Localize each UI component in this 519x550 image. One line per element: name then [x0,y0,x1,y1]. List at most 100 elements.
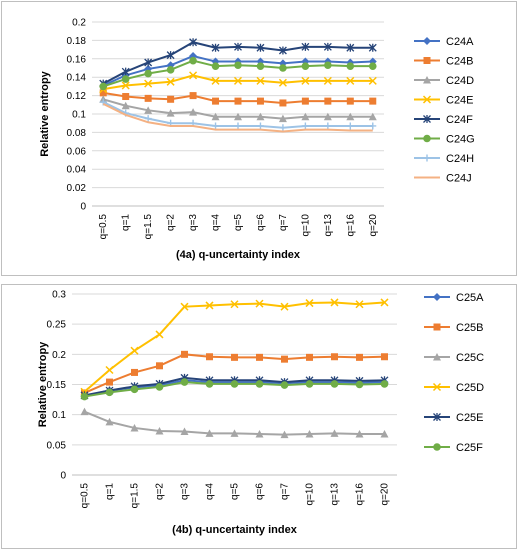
data-point [369,97,377,105]
data-point [189,108,198,116]
data-point [380,380,389,388]
data-point [80,407,89,416]
data-point [122,93,130,101]
data-point [256,43,265,52]
x-tick-label: q=13 [330,483,341,506]
y-tick-label: 0 [80,202,86,213]
series-c24g [99,56,377,91]
series-line [102,102,373,133]
legend-marker [423,134,431,143]
series-c24f [99,38,377,88]
data-point [255,380,264,388]
x-tick-label: q=10 [300,214,311,237]
legend-marker [423,37,431,45]
data-point [144,94,152,102]
series-c24d [99,95,377,123]
y-tick-label: 0.04 [67,165,87,176]
y-axis-title: Relative entropy [37,341,49,427]
x-tick-label: q=5 [233,214,244,231]
data-point [121,75,130,83]
data-point [256,97,264,105]
data-point [256,76,265,85]
chart-panel-4a: 0 0.02 0.04 0.06 0.08 0.1 0.12 0.14 0.16 0.18 0.2 q… [1,1,517,276]
data-point [189,56,197,65]
data-point [301,122,309,130]
legend-marker [433,293,441,301]
legend-item: C24E [414,95,474,107]
x-tick-label: q=0.5 [80,483,91,509]
data-point [144,106,153,114]
data-point [324,97,332,105]
data-point [234,42,242,51]
data-point [230,300,239,309]
data-point [280,302,289,311]
series-c25d [80,298,389,396]
data-point [189,92,197,100]
y-tick-label: 0.3 [52,290,66,301]
x-tick-label: q=16 [355,483,366,506]
data-point [105,365,114,375]
data-point [206,353,213,361]
data-point [211,112,220,121]
x-tick-label: q=4 [205,483,216,500]
x-tick-label: q=1.5 [130,483,141,509]
y-tick-label: 0.1 [52,410,66,421]
series-c24e [99,71,377,94]
data-point [256,62,265,70]
legend-item: C24G [414,134,475,146]
data-point [301,42,310,51]
y-tick-label: 0.08 [67,128,87,139]
data-point [205,429,214,437]
legend-marker [433,443,441,451]
data-point [99,82,108,91]
data-point [166,66,175,74]
x-tick-label: q=0.5 [98,214,109,240]
legend-item: C24F [414,114,473,126]
data-point [381,353,388,361]
y-tick-label: 0 [60,471,66,482]
data-point [369,122,377,130]
data-point [121,101,130,110]
data-point [330,298,339,307]
data-point [205,380,214,388]
series-c24b [99,89,377,107]
y-tick-label: 0.18 [67,36,87,47]
y-tick-label: 0.14 [67,73,87,84]
data-point [355,300,364,309]
data-point [233,76,243,85]
data-point [305,299,314,308]
data-point [323,112,332,121]
y-tick-label: 0.1 [72,110,86,121]
data-point [256,122,264,130]
legend-label: C25E [456,412,484,424]
legend-item: C24A [414,36,474,48]
legend-label: C24B [446,56,474,68]
data-point [280,381,289,389]
data-point [155,383,164,391]
data-point [211,76,220,85]
data-point [121,67,130,76]
x-tick-label: q=10 [305,483,316,506]
data-point [166,109,175,117]
data-point [230,380,239,388]
data-point [368,43,377,52]
series-c24h [99,98,377,132]
legend-label: C24F [446,114,473,126]
data-point [279,64,287,72]
legend-label: C25D [456,382,484,394]
legend-label: C25F [456,442,483,454]
data-point [180,378,189,386]
x-tick-label: q=7 [278,214,289,231]
data-point [181,350,188,358]
legend-marker [433,413,441,421]
data-point [155,426,164,435]
data-point [189,71,198,80]
data-point [234,97,242,105]
data-point [356,353,363,361]
legend-item: C24J [414,173,472,185]
data-point [380,429,389,438]
x-tick-label: q=5 [230,483,241,500]
data-point [346,62,355,70]
x-tick-label: q=1 [105,483,116,500]
y-tick-label: 0.02 [67,183,87,194]
